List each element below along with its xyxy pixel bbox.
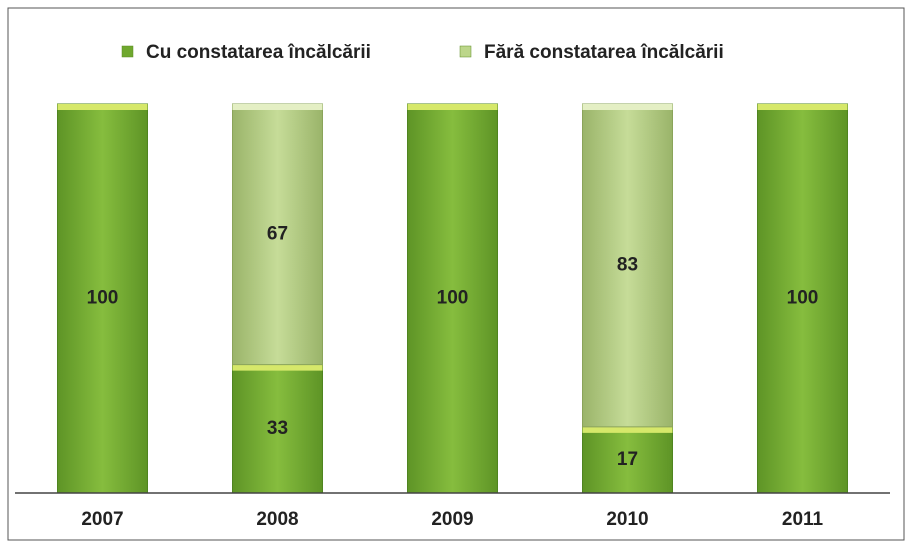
x-tick-label: 2007	[81, 509, 123, 530]
bar-cap	[232, 104, 323, 110]
frame	[7, 7, 905, 541]
bar-segment	[757, 103, 848, 494]
x-tick-label: 2011	[782, 509, 824, 530]
bar-cap	[57, 104, 148, 110]
value-label: 100	[437, 288, 469, 309]
bar-cap	[582, 104, 673, 110]
bar-cap	[582, 426, 673, 433]
value-label: 33	[267, 418, 288, 439]
x-tick-label: 2009	[431, 509, 473, 530]
legend-marker	[459, 45, 472, 58]
bar-cap	[232, 364, 323, 371]
bar-cap	[757, 104, 848, 110]
legend-label: Cu constatarea încălcării	[146, 42, 371, 63]
legend-label: Fără constatarea încălcării	[484, 42, 724, 63]
value-label: 17	[617, 449, 638, 470]
x-tick-label: 2010	[606, 509, 648, 530]
bar-segment	[582, 103, 673, 428]
value-label: 83	[617, 254, 638, 275]
value-label: 100	[787, 288, 819, 309]
value-label: 100	[87, 288, 119, 309]
bar-segment	[407, 103, 498, 494]
bar-segment	[232, 364, 323, 494]
x-tick-label: 2008	[256, 509, 298, 530]
value-label: 67	[267, 223, 288, 244]
bar-cap	[407, 104, 498, 110]
legend-marker	[121, 45, 134, 58]
